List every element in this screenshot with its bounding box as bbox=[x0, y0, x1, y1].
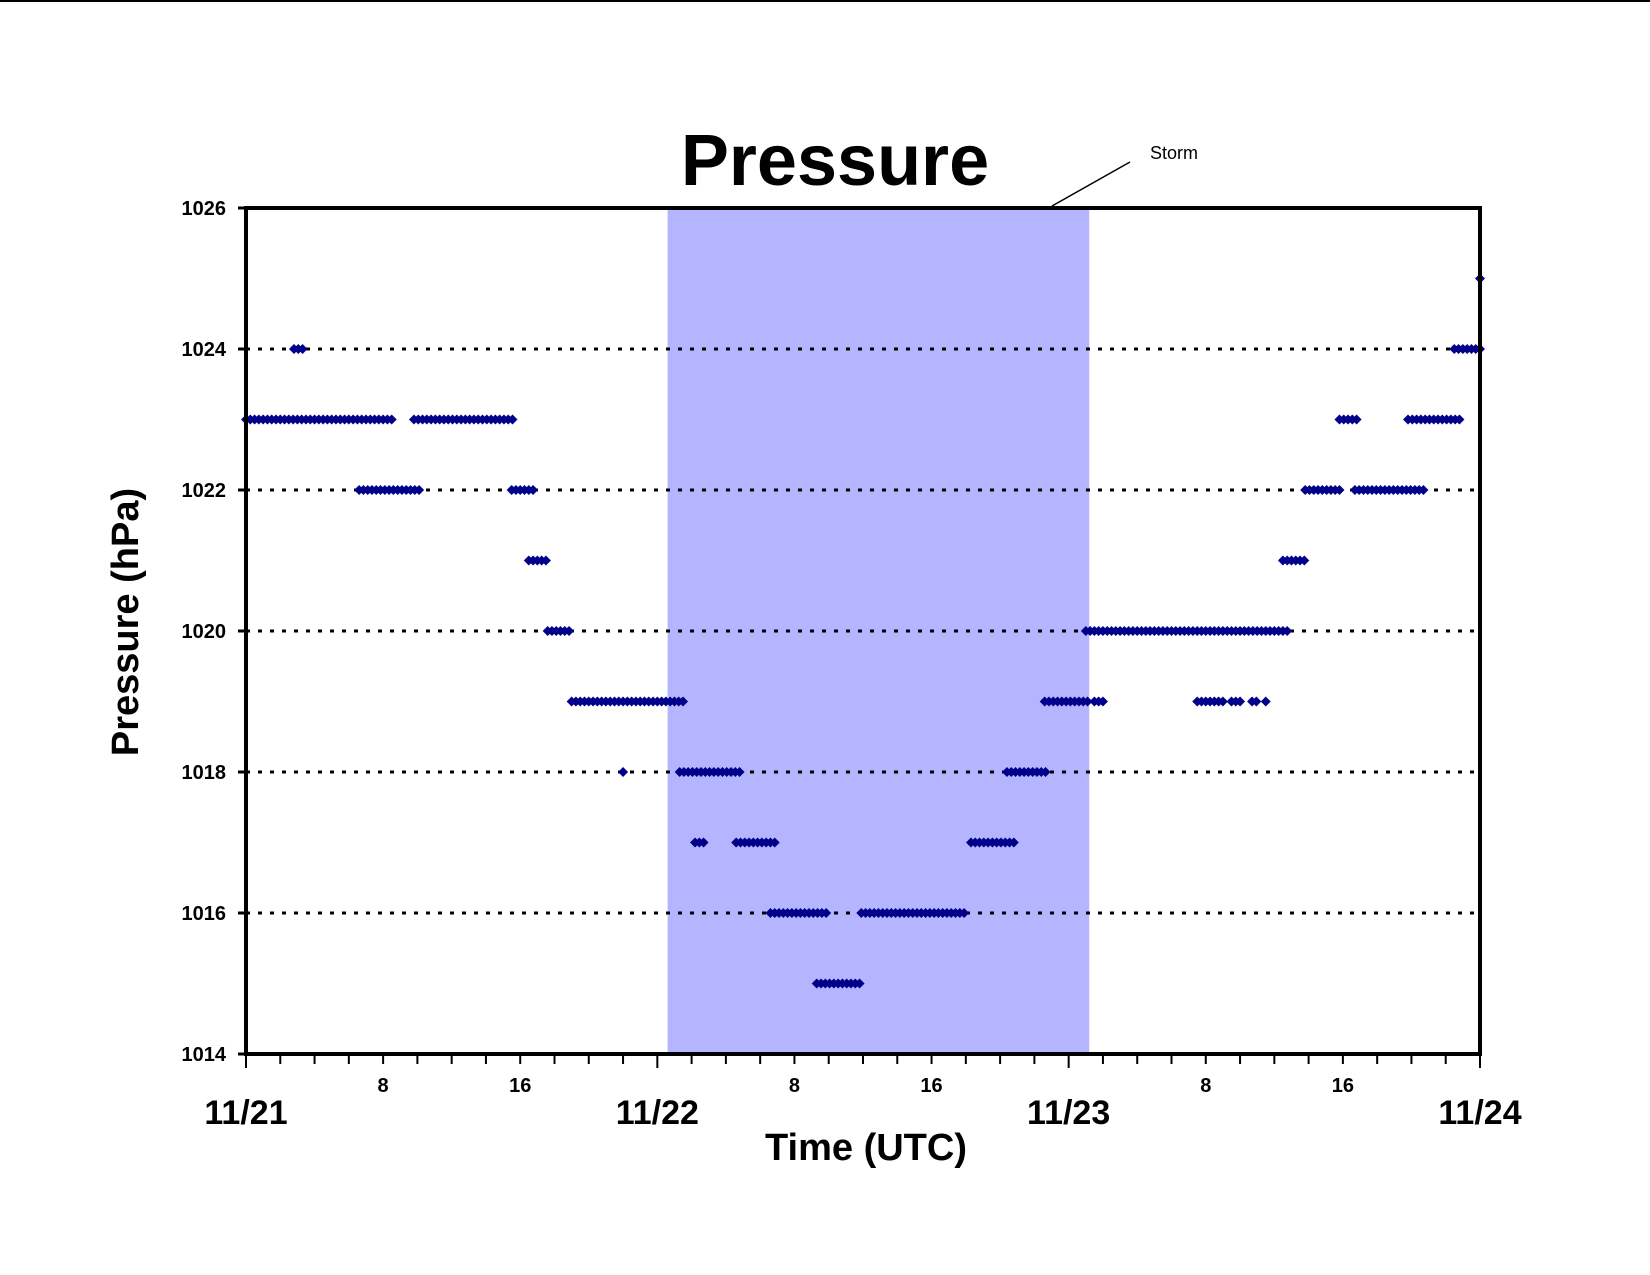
x-tick-label: 8 bbox=[378, 1075, 389, 1097]
data-point bbox=[1418, 485, 1429, 495]
y-tick-label: 1024 bbox=[182, 339, 227, 361]
data-point bbox=[618, 767, 629, 777]
storm-shade-band bbox=[667, 208, 1090, 1054]
data-point bbox=[1097, 696, 1108, 707]
top-border-line bbox=[0, 0, 1650, 2]
data-markers bbox=[241, 273, 1485, 989]
gridlines bbox=[246, 347, 1480, 915]
y-axis-label: Pressure (hPa) bbox=[105, 488, 147, 756]
data-point bbox=[386, 414, 397, 425]
x-tick-label: 16 bbox=[920, 1075, 942, 1097]
x-axis-label: Time (UTC) bbox=[765, 1127, 967, 1169]
x-day-label: 11/22 bbox=[616, 1094, 699, 1132]
data-point bbox=[1082, 696, 1093, 707]
data-point bbox=[678, 696, 689, 707]
data-point bbox=[959, 908, 970, 918]
data-point bbox=[769, 837, 780, 848]
y-tick-label: 1022 bbox=[182, 480, 227, 502]
data-point bbox=[564, 626, 575, 636]
data-point bbox=[528, 485, 539, 495]
data-point bbox=[821, 908, 832, 918]
chart-title: Pressure bbox=[681, 121, 989, 201]
data-point bbox=[297, 344, 308, 354]
data-point bbox=[1260, 696, 1271, 707]
data-point bbox=[1282, 626, 1293, 636]
y-tick-label: 1020 bbox=[182, 621, 227, 643]
data-point bbox=[1351, 414, 1362, 425]
data-point bbox=[1454, 414, 1465, 425]
data-point bbox=[540, 555, 551, 566]
x-day-label: 11/24 bbox=[1438, 1094, 1521, 1132]
x-tick-label: 8 bbox=[789, 1075, 800, 1097]
data-point bbox=[1008, 837, 1019, 848]
storm-annotation-label: Storm bbox=[1150, 143, 1198, 163]
y-tick-label: 1016 bbox=[182, 903, 227, 925]
data-point bbox=[1299, 555, 1310, 566]
data-point bbox=[1235, 696, 1246, 707]
data-point bbox=[1040, 767, 1051, 777]
data-point bbox=[1251, 696, 1262, 707]
x-tick-label: 16 bbox=[1332, 1075, 1354, 1097]
data-point bbox=[698, 837, 709, 848]
y-tick-label: 1018 bbox=[182, 762, 227, 784]
data-point bbox=[734, 767, 745, 777]
x-day-label: 11/23 bbox=[1027, 1094, 1110, 1132]
x-tick-label: 16 bbox=[509, 1075, 531, 1097]
data-point bbox=[1217, 696, 1228, 707]
data-point bbox=[507, 414, 518, 425]
data-point bbox=[414, 485, 425, 495]
axes: 1014 1016 1018 1020 1022 1024 1026 8 16 8 16 8 16 11/… bbox=[182, 198, 1522, 1132]
data-point bbox=[1334, 485, 1345, 495]
y-tick-label: 1026 bbox=[182, 198, 227, 220]
x-tick-label: 8 bbox=[1200, 1075, 1211, 1097]
x-day-label: 11/21 bbox=[204, 1094, 287, 1132]
storm-annotation-leader bbox=[1051, 161, 1131, 207]
data-point bbox=[854, 978, 865, 989]
y-tick-label: 1014 bbox=[182, 1044, 227, 1066]
